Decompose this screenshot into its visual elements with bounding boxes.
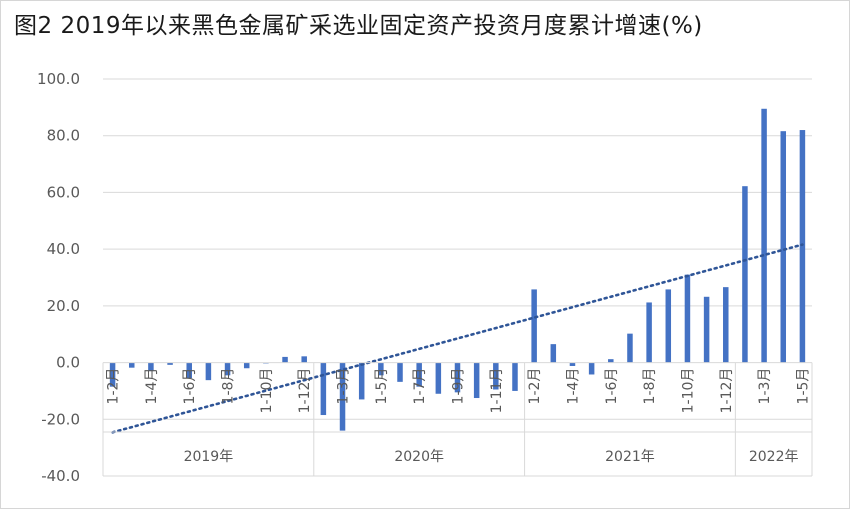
x-tick-label: 1-2月: [106, 368, 122, 405]
bar: [531, 289, 537, 363]
year-group-label: 2021年: [605, 449, 655, 465]
year-group-label: 2022年: [749, 449, 799, 465]
bar: [588, 362, 595, 375]
x-tick-label: 1-6月: [604, 368, 620, 405]
y-tick-label: 80.0: [47, 127, 80, 145]
x-tick-label: 1-12月: [719, 368, 735, 414]
year-group-label: 2020年: [394, 449, 444, 465]
y-tick-label: 60.0: [47, 183, 80, 201]
bar: [128, 362, 135, 368]
y-axis-ticks: 100.0 80.0 60.0 40.0 20.0 0.0 -20.0 -40.0: [37, 70, 80, 485]
y-tick-label: -20.0: [41, 410, 80, 428]
y-tick-label: 40.0: [47, 240, 80, 258]
bar: [684, 274, 691, 363]
bar: [205, 362, 212, 381]
trendline: [111, 243, 804, 434]
bar: [358, 362, 365, 400]
x-tick-label: 1-7月: [412, 368, 428, 405]
bar: [454, 362, 461, 393]
x-tick-label: 1-6月: [182, 368, 198, 405]
bar: [301, 356, 307, 363]
x-tick-label: 1-3月: [336, 368, 352, 405]
bar-series: [109, 108, 806, 431]
bar: [397, 362, 403, 382]
bar: [186, 362, 192, 379]
bar: [224, 362, 231, 376]
x-tick-label: 1-10月: [259, 368, 275, 414]
x-tick-label: 1-5月: [374, 368, 390, 405]
bar: [550, 344, 557, 363]
x-tick-label: 1-11月: [489, 368, 505, 414]
bar: [148, 362, 154, 372]
bar: [473, 362, 480, 399]
bar: [167, 362, 173, 365]
y-tick-label: -40.0: [41, 467, 80, 485]
bar: [761, 108, 767, 363]
gridlines: [103, 78, 812, 477]
bar: [416, 362, 422, 387]
bar: [665, 289, 672, 363]
bar: [627, 333, 633, 363]
bar: [435, 362, 442, 394]
trendline-path: [111, 243, 804, 434]
bar: [703, 296, 710, 363]
bar: [109, 362, 116, 387]
bar: [723, 287, 729, 363]
year-group-label: 2019年: [184, 449, 234, 465]
bar: [569, 362, 576, 366]
y-tick-label: 0.0: [56, 354, 80, 372]
y-tick-label: 20.0: [47, 297, 80, 315]
bar: [320, 362, 327, 416]
bar: [243, 362, 250, 369]
bar: [512, 362, 518, 391]
x-axis: [102, 362, 813, 477]
year-groups: 2019年 2020年 2021年 2022年: [184, 449, 799, 465]
bar: [742, 186, 748, 363]
x-tick-label: 1-9月: [451, 368, 467, 405]
bar: [799, 130, 806, 363]
bar: [780, 131, 787, 363]
bar: [646, 302, 652, 363]
bar: [282, 356, 288, 363]
x-tick-label: 1-10月: [680, 368, 696, 414]
x-tick-label: 1-8月: [642, 368, 658, 405]
x-tick-label: 1-3月: [757, 368, 773, 405]
x-tick-label: 1-12月: [297, 368, 313, 414]
bar: [608, 359, 614, 363]
x-tick-label: 1-8月: [221, 368, 237, 405]
chart-title: 图2 2019年以来黑色金属矿采选业固定资产投资月度累计增速(%): [14, 13, 703, 39]
bar: [339, 362, 346, 431]
x-axis-ticks: 1-2月 1-4月 1-6月 1-8月 1-10月 1-12月 1-3月 1-5月 1-7月 1-…: [106, 368, 812, 414]
bar: [378, 362, 384, 376]
y-tick-label: 100.0: [37, 70, 80, 88]
x-tick-label: 1-5月: [795, 368, 811, 405]
x-tick-label: 1-2月: [527, 368, 543, 405]
x-tick-label: 1-4月: [565, 368, 581, 405]
bar: [493, 362, 499, 390]
x-tick-label: 1-4月: [144, 368, 160, 405]
